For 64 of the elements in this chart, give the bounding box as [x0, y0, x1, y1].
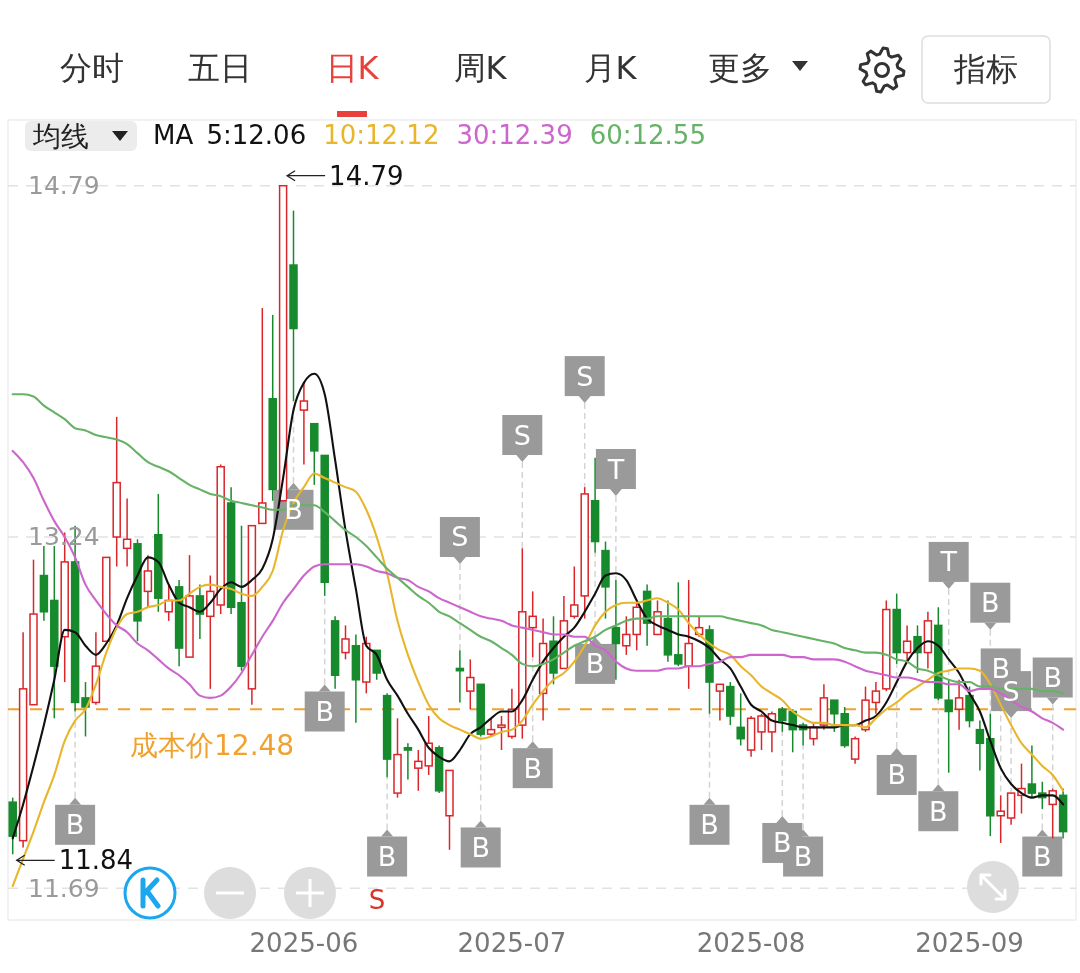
- annotation: 14.79: [329, 160, 404, 191]
- text: 10:12.12: [323, 120, 440, 150]
- y-tick-label: 14.79: [28, 171, 100, 201]
- text: 60:12.55: [589, 120, 706, 150]
- text: 日K: [325, 49, 380, 87]
- annotation: S: [368, 885, 386, 915]
- candlestick: [871, 681, 881, 715]
- candlestick: [112, 416, 121, 568]
- text: 月K: [583, 49, 638, 87]
- data-label: B: [377, 841, 397, 873]
- candlestick: [299, 382, 309, 466]
- data-label: B: [471, 831, 490, 863]
- candlestick: [403, 742, 413, 781]
- data-label: T: [606, 453, 625, 485]
- legend-title: MA: [153, 120, 194, 150]
- text: 30:12.39: [456, 120, 573, 150]
- candlestick: [289, 209, 298, 402]
- data-label: B: [1033, 841, 1052, 873]
- text: 五日: [188, 49, 252, 87]
- data-label: B: [981, 587, 1000, 619]
- candlestick: [975, 719, 985, 772]
- data-label: S: [576, 360, 594, 392]
- data-label: B: [700, 809, 719, 841]
- candlestick: [226, 486, 236, 615]
- annotation: 均线: [32, 119, 89, 153]
- candlestick: [466, 658, 475, 710]
- ref-line-label: 成本价12.48: [130, 728, 295, 762]
- text: 周K: [453, 49, 508, 87]
- x-tick-label: 2025-06: [249, 928, 359, 958]
- candlestick: [684, 579, 693, 690]
- text: 5:12.06: [206, 120, 307, 150]
- data-label: S: [451, 521, 469, 553]
- data-label: B: [523, 752, 542, 784]
- candlestick: [39, 545, 49, 622]
- data-label: B: [929, 795, 948, 827]
- candlestick: [850, 735, 860, 765]
- candlestick: [330, 615, 340, 690]
- candlestick: [382, 692, 392, 778]
- line-series: [11, 449, 1065, 731]
- data-label: B: [585, 648, 605, 680]
- y-tick-label: 11.69: [28, 873, 100, 903]
- data-label: B: [1043, 662, 1062, 694]
- x-tick-label: 2025-08: [696, 928, 806, 958]
- x-tick-label: 2025-09: [915, 928, 1024, 958]
- text: 指标: [953, 50, 1018, 88]
- candlestick: [986, 713, 995, 837]
- annotation: 11.84: [58, 845, 134, 876]
- candlestick: [122, 497, 132, 568]
- text: 更多: [708, 49, 772, 87]
- candlestick: [143, 554, 153, 608]
- x-tick-label: 2025-07: [457, 928, 567, 958]
- candlestick: [351, 633, 361, 724]
- data-label: B: [65, 809, 85, 841]
- data-label: B: [887, 759, 906, 791]
- data-label: T: [939, 546, 958, 578]
- data-label: B: [773, 827, 792, 859]
- text: 分时: [60, 49, 124, 87]
- data-label: B: [315, 696, 334, 727]
- candlestick: [746, 715, 756, 758]
- data-label: S: [513, 419, 531, 451]
- data-label: B: [793, 841, 813, 873]
- candlestick: [944, 679, 953, 774]
- candlestick: [954, 679, 964, 731]
- candlestick: [902, 624, 912, 663]
